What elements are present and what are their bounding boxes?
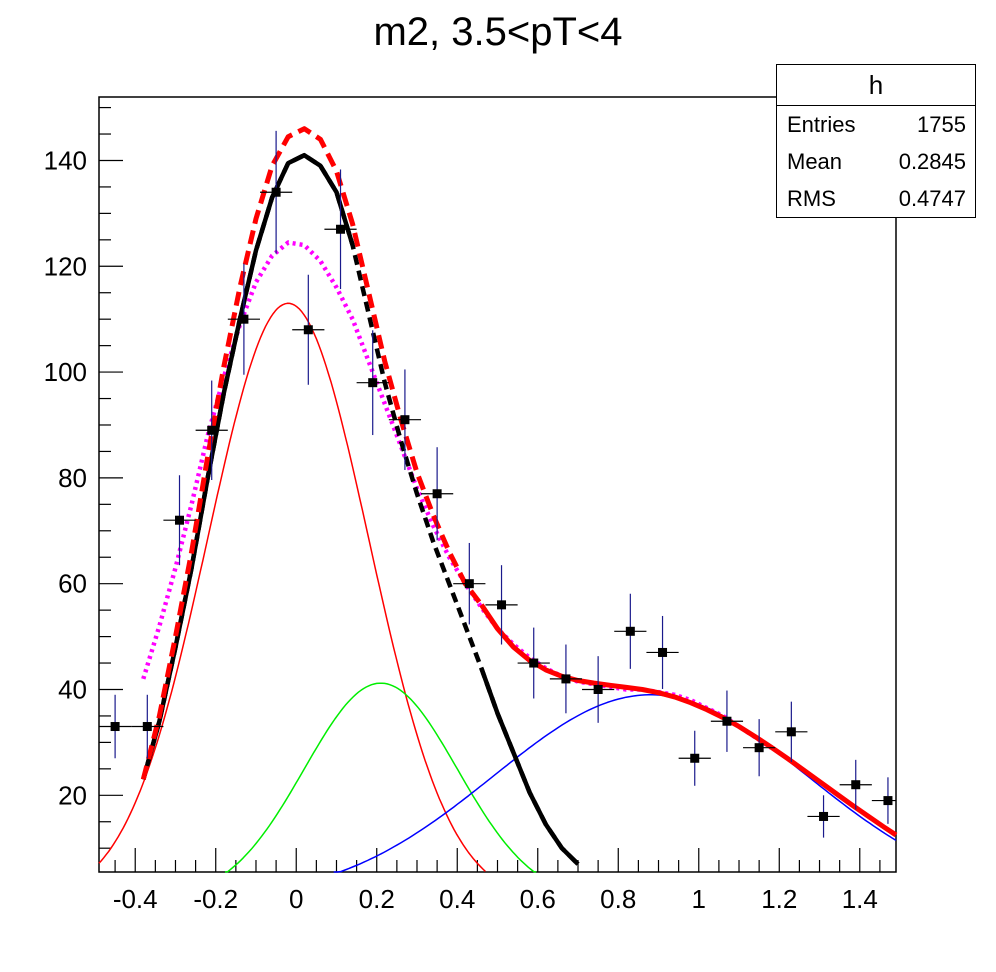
point-marker <box>368 378 378 388</box>
y-tick-label: 20 <box>58 780 87 810</box>
stats-rms-row: RMS 0.4747 <box>777 180 975 217</box>
point-marker <box>786 727 796 737</box>
point-marker <box>529 658 539 668</box>
data-points <box>99 130 896 838</box>
stats-mean-value: 0.2845 <box>898 149 966 174</box>
curve-green-gaussian <box>224 682 537 873</box>
data-point <box>195 380 228 481</box>
y-tick-label: 120 <box>44 251 87 281</box>
point-marker <box>464 579 474 589</box>
data-point <box>163 475 196 566</box>
y-axis: 20 40 60 80 100 120 140 <box>44 106 123 849</box>
x-tick-label: 1.2 <box>761 884 797 914</box>
y-tick-label: 80 <box>58 463 87 493</box>
data-point <box>646 615 679 689</box>
x-tick-label: 0.2 <box>359 884 395 914</box>
point-marker <box>303 325 313 335</box>
point-marker <box>593 684 603 694</box>
data-point <box>871 777 896 824</box>
point-marker <box>561 674 571 684</box>
point-marker <box>658 647 668 657</box>
data-point <box>807 795 840 838</box>
curve-black-tail <box>479 667 580 866</box>
data-point <box>678 730 711 786</box>
point-marker <box>336 224 346 234</box>
curve-magenta-dotted <box>141 240 773 750</box>
curve-blue-background <box>333 694 897 873</box>
data-point <box>356 330 389 436</box>
data-point <box>743 719 776 777</box>
point-marker <box>271 187 281 197</box>
y-tick-label: 60 <box>58 569 87 599</box>
stats-entries-value: 1755 <box>917 112 966 137</box>
data-point <box>614 593 647 669</box>
x-tick-label: -0.2 <box>193 884 238 914</box>
data-point <box>775 701 808 762</box>
fit-curves <box>98 126 898 873</box>
x-tick-label: 0.4 <box>439 884 475 914</box>
data-point <box>421 447 454 541</box>
point-marker <box>754 743 764 753</box>
data-point <box>131 694 164 759</box>
data-point <box>710 690 744 752</box>
x-tick-label: 1.4 <box>842 884 878 914</box>
point-marker <box>142 722 152 732</box>
stats-rms-label: RMS <box>787 186 836 211</box>
data-point <box>324 169 357 290</box>
stats-entries-row: Entries 1755 <box>777 106 975 143</box>
data-point <box>549 644 583 714</box>
point-marker <box>400 415 410 425</box>
data-point <box>388 369 422 470</box>
stats-rms-value: 0.4747 <box>898 186 966 211</box>
stats-entries-label: Entries <box>787 112 856 137</box>
curve-red-gaussian <box>98 302 486 872</box>
point-marker <box>690 753 700 763</box>
stats-name: h <box>777 65 975 106</box>
y-tick-label: 100 <box>44 357 87 387</box>
x-tick-label: 0.8 <box>600 884 636 914</box>
curve-red-thick-dashed <box>140 126 484 781</box>
point-marker <box>497 600 507 610</box>
y-tick-label: 140 <box>44 145 87 175</box>
data-point <box>517 627 550 699</box>
data-point <box>582 656 615 723</box>
data-point <box>485 565 518 645</box>
data-point <box>227 263 261 375</box>
chart-title: m2, 3.5<pT<4 <box>373 10 623 54</box>
stats-mean-label: Mean <box>787 149 843 174</box>
point-marker <box>851 780 861 790</box>
x-tick-label: 1 <box>692 884 706 914</box>
point-marker <box>625 626 635 636</box>
x-axis: -0.4 -0.2 0 0.2 0.4 0.6 0.8 1 1.2 1.4 <box>113 848 881 914</box>
point-marker <box>883 796 893 806</box>
point-marker <box>432 489 442 499</box>
point-marker <box>722 716 732 726</box>
curve-red-thick-solid <box>479 603 898 838</box>
point-marker <box>207 425 217 435</box>
x-tick-label: -0.4 <box>113 884 158 914</box>
stats-box: h Entries 1755 Mean 0.2845 RMS 0.4747 <box>776 64 976 218</box>
stats-mean-row: Mean 0.2845 <box>777 143 975 180</box>
x-tick-label: 0.6 <box>520 884 556 914</box>
data-point <box>99 694 132 759</box>
point-marker <box>239 314 249 324</box>
data-point <box>260 130 293 254</box>
point-marker <box>110 722 120 732</box>
data-point <box>453 542 486 625</box>
data-point <box>839 759 872 810</box>
x-tick-label: 0 <box>289 884 303 914</box>
y-tick-label: 40 <box>58 674 87 704</box>
point-marker <box>175 515 185 525</box>
curve-black-solid <box>141 152 355 780</box>
data-point <box>292 274 325 385</box>
point-marker <box>819 811 829 821</box>
